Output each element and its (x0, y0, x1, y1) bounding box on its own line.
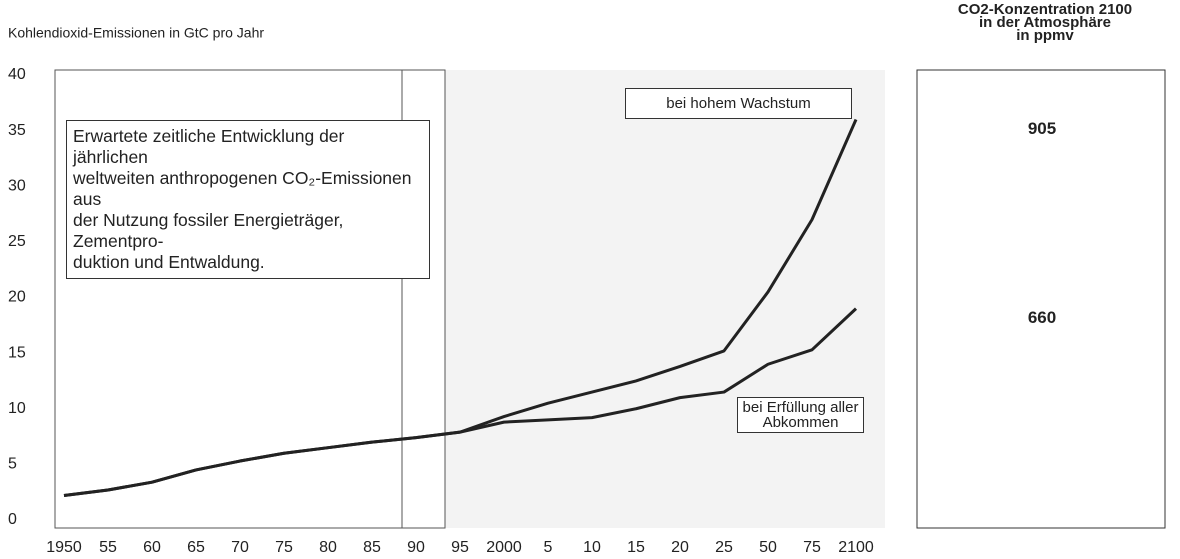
x-tick-label: 25 (715, 539, 733, 556)
concentration-value: 660 (1028, 308, 1056, 327)
frame (54, 69, 446, 529)
concentration-value: 905 (1028, 119, 1056, 138)
y-tick-label: 15 (8, 344, 26, 361)
x-tick-label: 85 (363, 539, 381, 556)
y-tick-label: 35 (8, 122, 26, 139)
x-tick-label: 1950 (46, 539, 82, 556)
x-tick-label: 10 (583, 539, 601, 556)
annotation-line: duktion und Entwaldung. (73, 252, 265, 272)
annotation-line: der Nutzung fossiler Energieträger, Zeme… (73, 210, 344, 251)
side-panel-title: in ppmv (1016, 27, 1074, 44)
annotation-box: Erwartete zeitliche Entwicklung der jähr… (66, 120, 430, 279)
x-tick-label: 80 (319, 539, 337, 556)
side-panel-box (916, 69, 1166, 529)
series-line (63, 307, 858, 498)
x-tick-label: 55 (99, 539, 117, 556)
x-tick-label: 75 (803, 539, 821, 556)
side-panel-title: in der Atmosphäre (979, 14, 1111, 31)
annotation-line: weltweiten anthropogenen CO₂-Emissionen … (73, 168, 412, 209)
x-tick-label: 50 (759, 539, 777, 556)
series-label: bei Erfüllung aller Abkommen (737, 397, 864, 433)
y-tick-label: 25 (8, 233, 26, 250)
annotation-line: Erwartete zeitliche Entwicklung der jähr… (73, 126, 345, 167)
x-tick-label: 5 (544, 539, 553, 556)
x-tick-label: 95 (451, 539, 469, 556)
x-tick-label: 2000 (486, 539, 522, 556)
y-tick-label: 30 (8, 177, 26, 194)
x-tick-label: 90 (407, 539, 425, 556)
y-tick-label: 40 (8, 66, 26, 83)
y-tick-label: 10 (8, 400, 26, 417)
x-tick-label: 75 (275, 539, 293, 556)
x-tick-label: 70 (231, 539, 249, 556)
shaded-region (445, 70, 885, 528)
y-tick-label: 20 (8, 289, 26, 306)
side-panel-title: CO2-Konzentration 2100 (958, 1, 1132, 18)
series-label: bei hohem Wachstum (625, 88, 852, 119)
x-tick-label: 60 (143, 539, 161, 556)
x-tick-label: 15 (627, 539, 645, 556)
y-tick-label: 0 (8, 511, 17, 528)
y-tick-label: 5 (8, 456, 17, 473)
x-tick-label: 20 (671, 539, 689, 556)
x-tick-label: 65 (187, 539, 205, 556)
y-axis-label: Kohlendioxid-Emissionen in GtC pro Jahr (8, 25, 264, 41)
x-tick-label: 2100 (838, 539, 874, 556)
